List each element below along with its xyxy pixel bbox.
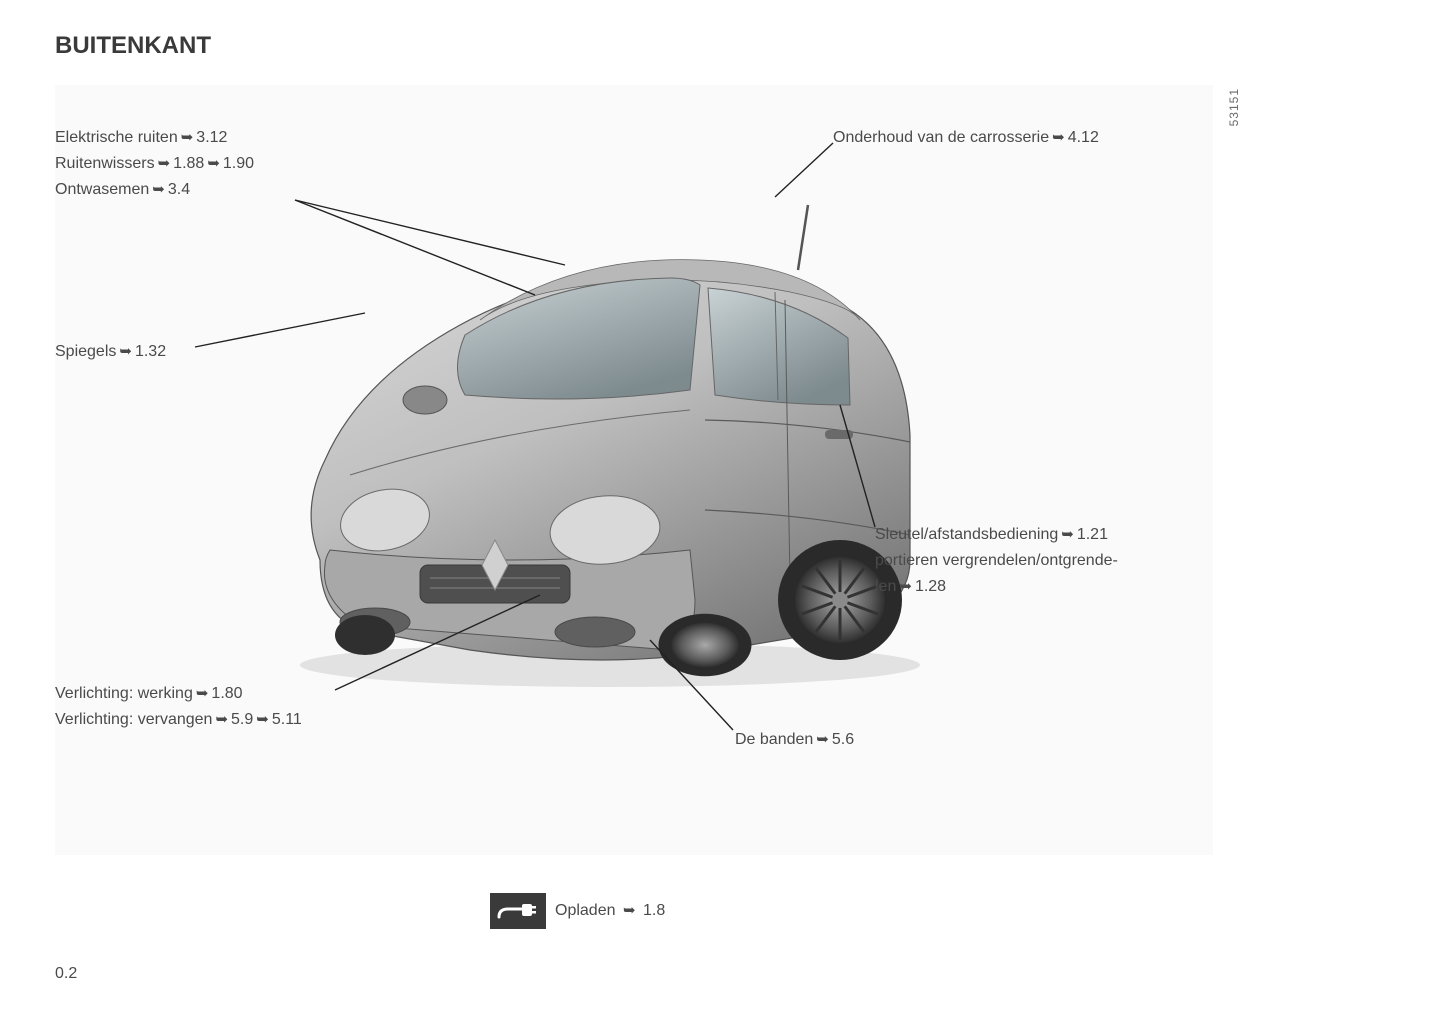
page-ref: 1.32 bbox=[135, 343, 166, 360]
callout-line: portieren vergrendelen/ontgrende-len➥1.2… bbox=[875, 548, 1155, 600]
page-ref: 3.4 bbox=[168, 181, 190, 198]
callout-tyres: De banden➥5.6 bbox=[735, 727, 854, 753]
callout-text: Onderhoud van de carrosserie bbox=[833, 129, 1049, 146]
page-ref: 1.80 bbox=[211, 685, 242, 702]
page-ref: 1.90 bbox=[223, 155, 254, 172]
page-number: 0.2 bbox=[55, 965, 77, 983]
arrow-icon: ➥ bbox=[149, 181, 168, 198]
callout-line: Ontwasemen➥3.4 bbox=[55, 177, 254, 203]
arrow-icon: ➥ bbox=[193, 685, 212, 702]
callout-text: De banden bbox=[735, 731, 813, 748]
page-ref: 5.9 bbox=[231, 711, 253, 728]
arrow-icon: ➥ bbox=[1058, 526, 1077, 543]
page-ref: 1.21 bbox=[1077, 526, 1108, 543]
page-ref: 4.12 bbox=[1068, 129, 1099, 146]
arrow-icon: ➥ bbox=[155, 155, 174, 172]
callout-bodywork: Onderhoud van de carrosserie➥4.12 bbox=[833, 125, 1099, 151]
arrow-icon: ➥ bbox=[116, 343, 135, 360]
page-ref: 5.6 bbox=[832, 731, 854, 748]
charging-ref: 1.8 bbox=[643, 902, 665, 919]
callout-text: Ontwasemen bbox=[55, 181, 149, 198]
callout-keys: Sleutel/afstandsbediening➥1.21portieren … bbox=[875, 522, 1155, 600]
arrow-icon: ➥ bbox=[204, 155, 223, 172]
callout-text: portieren vergrendelen/ontgrende- bbox=[875, 552, 1118, 569]
page-title: BUITENKANT bbox=[55, 32, 211, 60]
diagram-area: 53151 bbox=[55, 85, 1213, 855]
callout-mirrors: Spiegels➥1.32 bbox=[55, 339, 166, 365]
callout-text: len bbox=[875, 578, 896, 595]
reference-id: 53151 bbox=[1227, 88, 1241, 126]
document-page: BUITENKANT 53151 bbox=[0, 0, 1445, 1019]
arrow-icon: ➥ bbox=[896, 578, 915, 595]
callout-text: Sleutel/afstandsbediening bbox=[875, 526, 1058, 543]
callout-line: Verlichting: vervangen➥5.9➥5.11 bbox=[55, 707, 302, 733]
charging-text: Opladen bbox=[555, 902, 616, 919]
callout-text: Verlichting: vervangen bbox=[55, 711, 212, 728]
callout-text: Elektrische ruiten bbox=[55, 129, 178, 146]
callout-lights: Verlichting: werking➥1.80Verlichting: ve… bbox=[55, 681, 302, 733]
callout-line: Spiegels➥1.32 bbox=[55, 339, 166, 365]
arrow-icon: ➥ bbox=[620, 902, 639, 919]
charging-label: Opladen ➥ 1.8 bbox=[555, 901, 665, 920]
callout-line: Sleutel/afstandsbediening➥1.21 bbox=[875, 522, 1155, 548]
callout-text: Spiegels bbox=[55, 343, 116, 360]
callout-line: Verlichting: werking➥1.80 bbox=[55, 681, 302, 707]
callout-line: Onderhoud van de carrosserie➥4.12 bbox=[833, 125, 1099, 151]
arrow-icon: ➥ bbox=[813, 731, 832, 748]
page-ref: 5.11 bbox=[272, 711, 302, 728]
arrow-icon: ➥ bbox=[212, 711, 231, 728]
arrow-icon: ➥ bbox=[178, 129, 197, 146]
callout-line: Elektrische ruiten➥3.12 bbox=[55, 125, 254, 151]
charging-icon bbox=[490, 893, 546, 929]
callout-line: Ruitenwissers➥1.88➥1.90 bbox=[55, 151, 254, 177]
page-ref: 3.12 bbox=[196, 129, 227, 146]
page-ref: 1.28 bbox=[915, 578, 946, 595]
callout-text: Ruitenwissers bbox=[55, 155, 155, 172]
arrow-icon: ➥ bbox=[253, 711, 272, 728]
page-ref: 1.88 bbox=[173, 155, 204, 172]
callout-windows: Elektrische ruiten➥3.12Ruitenwissers➥1.8… bbox=[55, 125, 254, 203]
arrow-icon: ➥ bbox=[1049, 129, 1068, 146]
callout-text: Verlichting: werking bbox=[55, 685, 193, 702]
callout-line: De banden➥5.6 bbox=[735, 727, 854, 753]
